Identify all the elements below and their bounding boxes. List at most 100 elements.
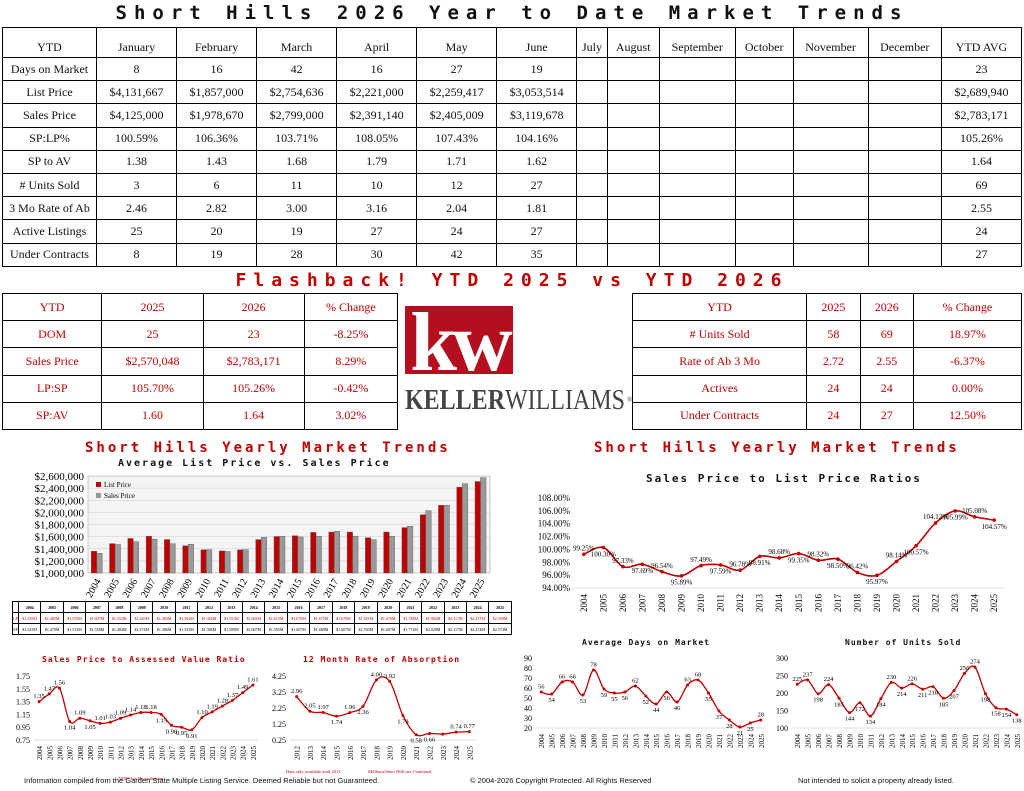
data-point	[953, 509, 957, 513]
strip-row: 2004 2005 2006 2007 2008 2009 2010 2011 2012 2013…	[12, 601, 512, 613]
data-point	[889, 681, 893, 684]
y-tick-label: 80	[524, 664, 532, 673]
strip-cell: $1.607M	[376, 623, 400, 635]
series-line	[541, 669, 761, 728]
y-tick-label: 1.75	[16, 672, 30, 681]
y-tick-label: 20	[524, 724, 532, 733]
data-point	[654, 702, 658, 706]
data-label: 1.61	[247, 676, 258, 683]
bar-list	[328, 531, 335, 574]
data-label: 105.08%	[962, 507, 987, 515]
data-label: 66	[569, 674, 576, 681]
ytd-table-cell: SP:LP%	[2, 126, 97, 151]
x-tick-label: 2004	[36, 746, 44, 761]
ytd-table-cell: $2,405,009	[416, 103, 498, 128]
x-tick-label: 2018	[941, 734, 949, 749]
x-tick-label: 2015	[334, 746, 342, 761]
ytd-table-cell: 24	[940, 219, 1023, 244]
data-label: 1.09	[74, 710, 85, 717]
data-label: 1.15	[156, 717, 167, 724]
units-sold-line-chart: 300 250 200 150 100 225 2004 237 2005 198 2006 224 2…	[776, 654, 1022, 749]
data-label: 96.42%	[847, 563, 869, 571]
x-tick-label: 2016	[158, 746, 166, 761]
ytd-table-cell: October	[734, 27, 794, 58]
bar-chart-title: Average List Price vs. Sales Price	[118, 458, 391, 469]
ytd-table-cell: 1.43	[176, 149, 258, 174]
data-point	[633, 684, 637, 688]
strip-cell: $2.117M	[443, 612, 467, 624]
strip-cell: $1.551M	[219, 612, 244, 624]
ytd-table-cell: May	[416, 27, 498, 58]
data-label: 25	[747, 726, 754, 733]
ytd-table-cell: 8	[95, 56, 178, 82]
ytd-table-cell: July	[576, 27, 608, 58]
x-tick-label: 2013	[755, 594, 765, 613]
data-label: 104.57%	[982, 523, 1007, 531]
data-label: 78	[590, 662, 597, 669]
ytd-table-cell	[867, 149, 942, 174]
ytd-table-cell: $2,259,417	[416, 80, 498, 105]
y-tick-label: 1.25	[272, 720, 286, 729]
data-point	[169, 723, 173, 727]
x-tick-label: 2019	[387, 746, 395, 761]
data-label: 53	[580, 698, 587, 705]
y-tick-label: 94.00%	[542, 583, 570, 593]
bar-sales	[279, 536, 286, 574]
bar-sales	[425, 510, 432, 574]
flashback-left-cell: $2,570,048	[101, 347, 204, 376]
data-label: 1.03	[105, 714, 116, 721]
x-tick-label: 2016	[303, 577, 323, 600]
ytd-table-cell: 100.59%	[95, 126, 178, 151]
flashback-left-cell: 25	[101, 320, 204, 349]
bar-list	[438, 505, 445, 574]
data-label: 1.18	[135, 704, 146, 711]
data-point	[149, 710, 153, 714]
x-tick-label: 2004	[84, 577, 104, 600]
data-point	[921, 687, 925, 691]
data-label: 98.32%	[808, 550, 830, 558]
x-tick-label: 2020	[199, 746, 207, 761]
y-tick-label: 150	[776, 707, 788, 716]
data-label: 158	[991, 711, 1001, 718]
strip-cell: $1.772M	[398, 623, 423, 635]
x-tick-label: 2024	[970, 594, 980, 613]
ytd-table-cell: 1.68	[256, 149, 338, 174]
x-tick-label: 2007	[637, 594, 647, 613]
bar-list	[365, 537, 372, 574]
y-tick-label: 1.55	[16, 685, 30, 694]
absorption-chart-title: 12 Month Rate of Absorption	[303, 655, 461, 664]
strip-cell: $1.570M	[62, 612, 87, 624]
y-tick-label: 0.75	[16, 736, 30, 745]
bar-sales	[114, 544, 121, 574]
x-tick-label: 2006	[618, 594, 628, 613]
data-point	[973, 665, 977, 669]
x-tick-label: 2008	[157, 577, 177, 600]
strip-cell: $2.117M	[443, 623, 467, 635]
x-tick-label: 2017	[930, 734, 938, 749]
data-point	[806, 678, 810, 682]
flashback-right-cell: 24	[806, 374, 861, 403]
data-label: 56	[538, 684, 545, 691]
data-point	[816, 692, 820, 696]
ytd-table-cell	[734, 103, 794, 128]
strip-cell: $1.676M	[331, 612, 356, 624]
data-point	[699, 563, 703, 568]
ytd-table-cell: December	[867, 27, 942, 58]
bar-list	[218, 550, 225, 574]
flashback-right-cell: 2025	[806, 292, 861, 322]
strip-cell: $1.615M	[264, 612, 288, 624]
y-tick-label: 50	[524, 694, 532, 703]
units-chart-title: Number of Units Sold	[845, 638, 962, 647]
x-tick-label: 2006	[121, 577, 141, 600]
logo-registered: ®	[627, 396, 633, 404]
ratio-chart-title: Sales Price to List Price Ratios	[646, 472, 922, 485]
bar-sales	[443, 505, 450, 574]
data-label: 68	[695, 672, 702, 679]
right-section-title: Short Hills Yearly Market Trends	[594, 440, 960, 456]
strip-cell: $1.484M	[107, 623, 132, 635]
ytd-table-cell	[606, 242, 660, 267]
flashback-left-cell: 3.02%	[303, 401, 399, 430]
flashback-left-row: DOM 25 23 -8.25%	[1, 320, 399, 349]
data-point	[592, 668, 595, 672]
x-tick-label: 2017	[674, 734, 682, 749]
